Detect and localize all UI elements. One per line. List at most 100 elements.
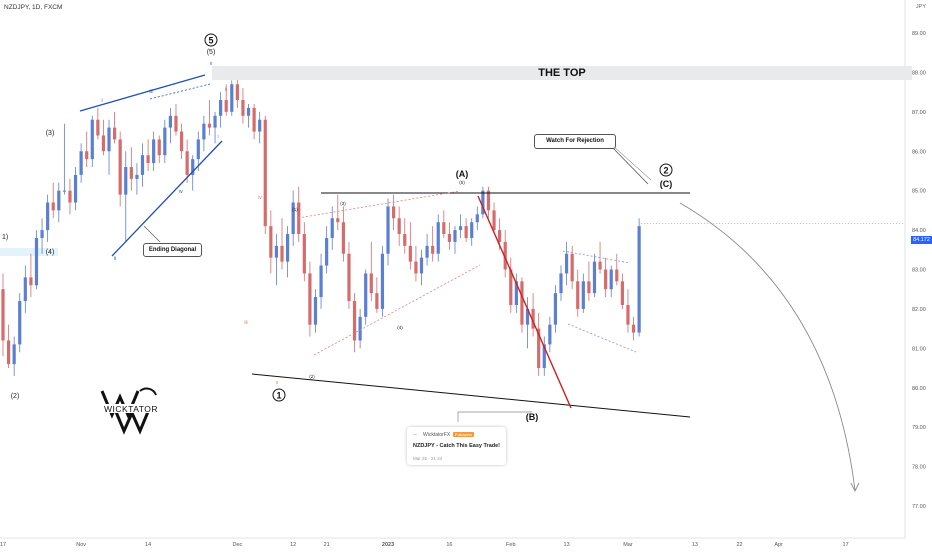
candle-body: [96, 119, 100, 136]
candle-body: [1, 289, 5, 341]
candle-body: [269, 226, 273, 258]
candle-body: [380, 253, 385, 309]
candle-body: [576, 281, 580, 309]
y-tick-label: 88.00: [912, 70, 926, 76]
candle-body: [453, 230, 457, 242]
candle-body: [224, 100, 228, 112]
candle-body: [587, 281, 591, 294]
wave-2-circle-label: 2: [663, 166, 668, 176]
wave-ii-label: ii: [114, 256, 116, 262]
candle-body: [631, 324, 636, 333]
candle-body: [408, 245, 412, 262]
x-tick-label: 12: [290, 542, 296, 548]
diagonal-upper-line: [79, 74, 206, 112]
watch-rejection-callout[interactable]: Watch For Rejection: [534, 134, 616, 149]
candle-body: [73, 174, 78, 203]
candle-body: [280, 245, 284, 262]
flag-lower-dash: [567, 323, 637, 353]
drawings[interactable]: [79, 74, 860, 493]
candle-body: [51, 202, 55, 211]
candle-body: [12, 344, 16, 365]
y-tick-label: 86.00: [912, 149, 926, 155]
x-tick-label: Nov: [76, 542, 86, 548]
x-tick-label: 22: [736, 542, 742, 548]
candle-body: [179, 131, 184, 152]
candle-body: [79, 151, 83, 175]
candle-body: [386, 206, 390, 254]
currency-label: JPY: [915, 4, 926, 10]
wave-iv-label: iv: [179, 189, 183, 195]
wave-4-label: (4): [46, 249, 55, 256]
wave-C-label: (C): [660, 179, 673, 189]
candle-body: [358, 316, 362, 341]
candle-body: [620, 281, 624, 305]
candle-body: [609, 269, 613, 290]
idea-author[interactable]: WicktatorFX: [423, 432, 451, 438]
y-tick-label: 85.00: [912, 189, 926, 195]
candle-body: [235, 84, 239, 101]
candle-body: [442, 222, 446, 235]
wave-sub4-label: (4): [397, 325, 403, 330]
wicktator-logo-mark: WICKTATOR: [96, 387, 166, 435]
candle-body: [291, 202, 295, 235]
x-tick-label: 16: [446, 542, 452, 548]
wave-iii-label: iii: [149, 89, 152, 95]
x-tick-label: Dec: [232, 542, 242, 548]
candle-body: [163, 127, 167, 156]
candle-body: [458, 226, 463, 231]
x-tick-label: 2023: [382, 542, 394, 548]
x-tick-label: 13: [692, 542, 698, 548]
wave-sub1-label: (1): [292, 207, 298, 212]
candle-body: [29, 277, 33, 286]
candle-body: [34, 237, 39, 286]
candle-body: [246, 107, 251, 116]
candle-body: [364, 273, 368, 317]
candle-body: [341, 222, 345, 254]
candle-body: [531, 308, 535, 329]
idea-date: Mar 26 · 21:24: [413, 456, 443, 461]
wave-5-minor: (5): [207, 49, 216, 56]
candle-body: [168, 115, 172, 128]
candle-body: [101, 135, 106, 152]
candle-body: [118, 139, 122, 195]
candle-body: [219, 100, 223, 116]
y-tick-label: 84.00: [912, 228, 926, 234]
grid: [0, 223, 905, 256]
y-tick-label: 77.00: [912, 504, 926, 510]
candle-body: [330, 218, 334, 238]
wave-4-band: [0, 248, 58, 256]
follow-badge[interactable]: Followers: [453, 432, 475, 437]
candle-body: [581, 281, 585, 309]
x-tick-label: 17: [843, 542, 849, 548]
candle-body: [336, 218, 340, 223]
wave-i-label: i: [101, 98, 102, 104]
candle-body: [564, 253, 569, 274]
y-tick-label: 81.00: [912, 346, 926, 352]
wave-2-circle: [659, 163, 673, 177]
candle-body: [470, 222, 474, 238]
candle-body: [113, 127, 117, 140]
idea-card[interactable]: ∽ WicktatorFX Followers NZDJPY - Catch T…: [407, 427, 506, 465]
candle-body: [213, 115, 217, 128]
y-tick-label: 80.00: [912, 386, 926, 392]
candle-body: [436, 222, 440, 254]
ending-diagonal-callout[interactable]: Ending Diagonal: [143, 243, 202, 257]
candle-body: [202, 123, 206, 140]
candle-body: [124, 167, 128, 195]
candle-body: [152, 139, 156, 164]
candle-body: [23, 277, 27, 302]
idea-title[interactable]: NZDJPY - Catch This Easy Trade!: [413, 443, 501, 449]
candle-body: [548, 324, 552, 345]
candle-body: [157, 139, 161, 156]
candle-body: [503, 241, 507, 270]
candle-body: [6, 340, 11, 365]
callout-leader-line: [610, 145, 649, 185]
candle-body: [492, 210, 496, 231]
candle-body: [135, 174, 139, 179]
b-label-bracket: [457, 411, 532, 422]
wave-A-label: (A): [456, 169, 469, 179]
wave-v-label: v: [210, 61, 213, 67]
wave-red-ii-label: ii: [225, 87, 227, 93]
